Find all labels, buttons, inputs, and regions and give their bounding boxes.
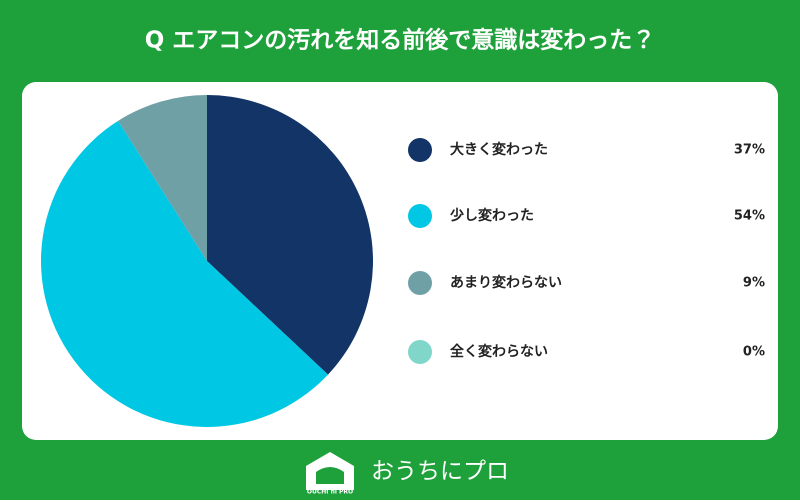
legend-label: 大きく変わった bbox=[450, 141, 548, 158]
pie-slice bbox=[207, 95, 373, 375]
value-label: 9% bbox=[743, 276, 765, 291]
value-label: 54% bbox=[734, 209, 765, 224]
value-label: 37% bbox=[734, 143, 765, 158]
legend-swatch bbox=[408, 271, 432, 295]
legend-label: 少し変わった bbox=[450, 207, 534, 224]
brand-name: おうちにプロ bbox=[371, 459, 509, 485]
logo-text: OUCHI ni PRO bbox=[307, 489, 353, 496]
logo-door bbox=[316, 467, 344, 484]
legend-label: 全く変わらない bbox=[450, 343, 548, 360]
brand-logo: OUCHI ni PRO おうちにプロ bbox=[306, 452, 509, 496]
pie bbox=[40, 95, 373, 428]
pie-slice bbox=[40, 120, 329, 428]
legend: 大きく変わった 37% 少し変わった 54% あまり変わらない 9% 全く変わらない 0% bbox=[408, 138, 765, 364]
legend-swatch bbox=[408, 138, 432, 162]
value-label: 0% bbox=[743, 345, 765, 360]
legend-swatch bbox=[408, 340, 432, 364]
legend-swatch bbox=[408, 204, 432, 228]
chart-title: Q エアコンの汚れを知る前後で意識は変わった？ bbox=[145, 27, 656, 54]
legend-label: あまり変わらない bbox=[450, 274, 562, 291]
pie-slice bbox=[118, 95, 207, 261]
